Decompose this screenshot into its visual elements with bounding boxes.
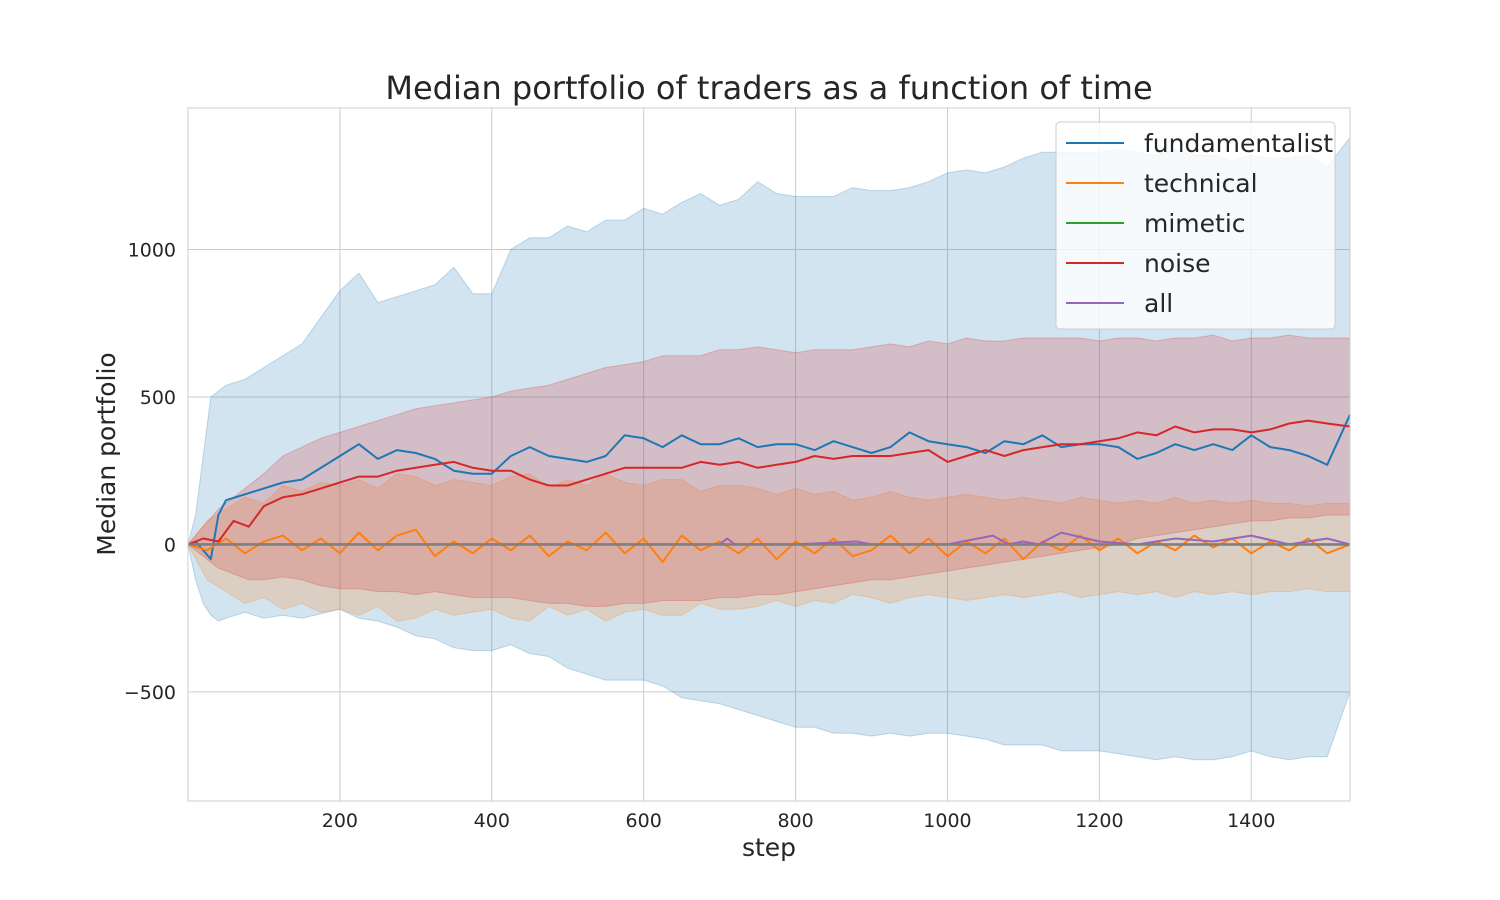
y-tick-label: 0 [164,534,176,556]
x-tick-label: 800 [777,810,813,832]
series-lines [187,414,1351,564]
x-tick-label: 200 [322,810,358,832]
legend-box [1055,121,1336,330]
legend-label-mimetic: mimetic [1144,209,1246,238]
legend-label-fundamentalist: fundamentalist [1144,129,1333,158]
legend-label-noise: noise [1144,249,1211,278]
legend-label-all: all [1144,289,1173,318]
y-axis-ticks: −500 0 500 1000 [124,240,176,704]
x-tick-label: 1200 [1075,810,1123,832]
chart-title: Median portfolio of traders as a functio… [385,69,1152,107]
fundamentalist-line [187,414,1351,561]
plot-frame [187,107,1351,802]
x-tick-label: 400 [474,810,510,832]
x-tick-label: 1000 [923,810,971,832]
y-tick-label: −500 [124,682,176,704]
x-axis-title: step [742,833,796,862]
y-tick-label: 500 [140,387,176,409]
noise-line [187,419,1351,546]
y-tick-label: 1000 [128,240,176,262]
x-tick-label: 1400 [1227,810,1275,832]
x-axis-ticks: 200 400 600 800 1000 1200 1400 [322,810,1276,832]
x-tick-label: 600 [626,810,662,832]
legend-label-technical: technical [1144,169,1258,198]
legend: fundamentalist technical mimetic noise all [1055,121,1336,330]
y-axis-title: Median portfolio [92,352,121,555]
